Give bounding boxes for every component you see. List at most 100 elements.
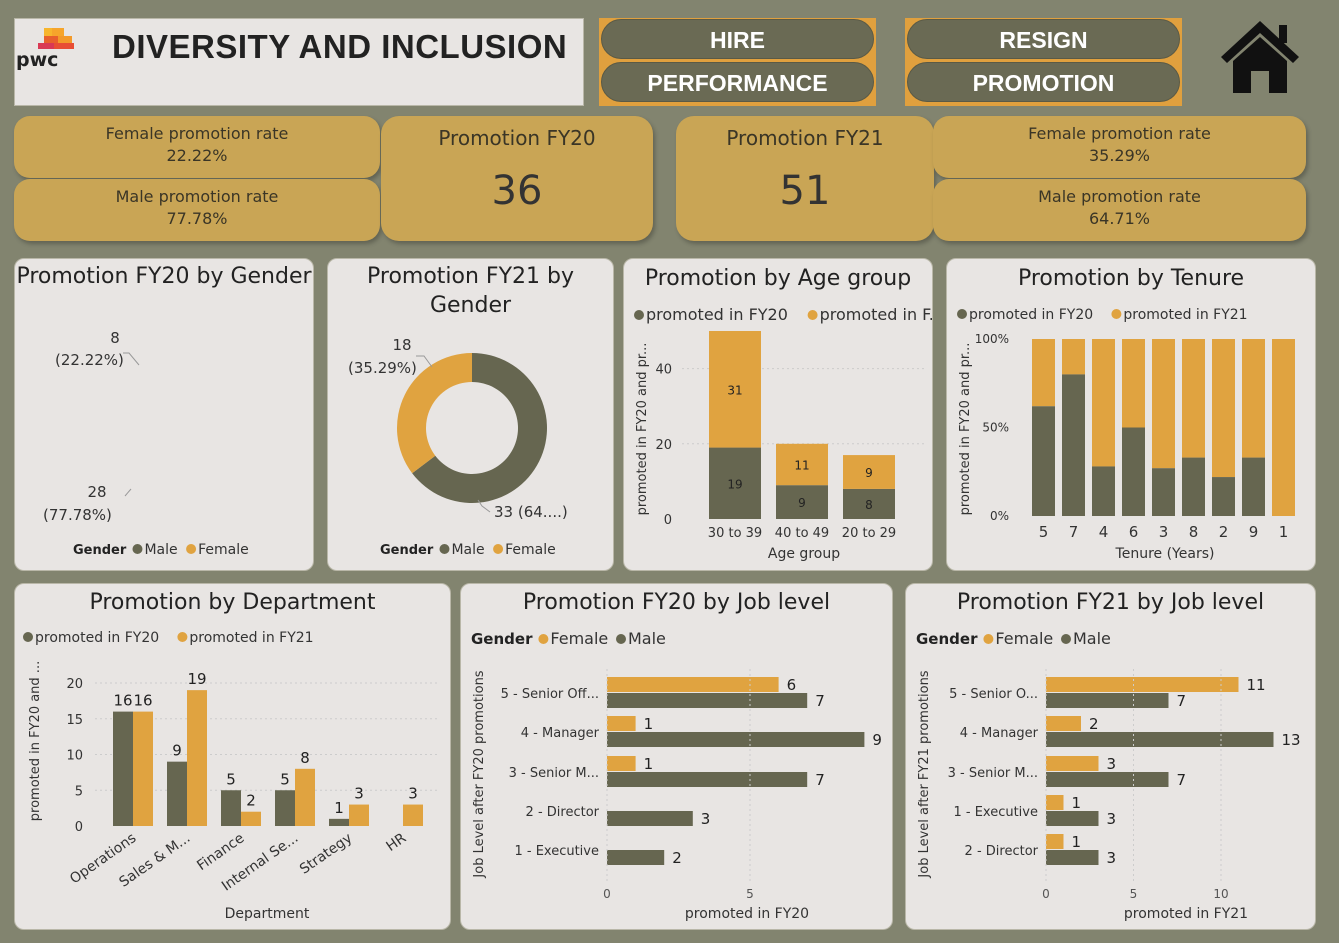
kpi-fy21-total: Promotion FY21 51 xyxy=(676,116,934,241)
bar-segment xyxy=(1242,339,1265,458)
chart-card-tenure: Promotion by Tenure promoted in FY20 prom… xyxy=(946,258,1316,571)
legend-marker xyxy=(807,310,818,320)
performance-button[interactable]: PERFORMANCE xyxy=(601,62,874,102)
x-axis-title: promoted in FY20 xyxy=(685,906,809,922)
bar-male xyxy=(1046,693,1169,708)
y-tick-label: 100% xyxy=(975,332,1009,346)
x-tick-label: 6 xyxy=(1129,523,1139,541)
kpi-value: 36 xyxy=(491,168,543,214)
legend-label: promoted in FY21 xyxy=(1123,307,1247,323)
chart-title: Promotion by Tenure xyxy=(1017,266,1245,291)
bar-segment xyxy=(1092,339,1115,467)
legend-marker xyxy=(538,634,549,644)
legend-label: promoted in FY20 xyxy=(646,305,788,324)
x-tick-label: 2 xyxy=(1219,523,1229,541)
resign-button[interactable]: RESIGN xyxy=(907,19,1180,59)
home-icon[interactable] xyxy=(1219,17,1301,95)
legend-label: promoted in FY20 xyxy=(35,630,159,646)
bar-segment xyxy=(776,443,828,486)
data-label: 9 xyxy=(798,496,806,510)
chart-title: Promotion by Age group xyxy=(644,266,912,291)
chart-card-joblevel-fy21: Promotion FY21 by Job level Gender Female… xyxy=(905,583,1316,930)
bar-male xyxy=(607,693,808,708)
data-label: 8 xyxy=(300,749,310,767)
data-label: 33 (64....) xyxy=(494,503,568,521)
bar-male xyxy=(1046,850,1099,865)
kpi-label: Promotion FY21 xyxy=(726,126,884,150)
chart-title: Promotion by Department xyxy=(89,590,376,615)
legend-marker xyxy=(1061,634,1071,644)
bar-segment xyxy=(776,485,828,519)
legend-title: Gender xyxy=(916,630,978,648)
kpi-fy20-male-rate: Male promotion rate 77.78% xyxy=(14,179,380,241)
legend-marker xyxy=(23,632,33,642)
legend-marker xyxy=(186,544,197,554)
legend-marker xyxy=(439,544,450,554)
chart-card-department: Promotion by Department promoted in FY20… xyxy=(14,583,451,930)
legend-marker xyxy=(616,634,626,644)
y-tick-label: 15 xyxy=(66,713,83,728)
x-tick-label: 5 xyxy=(1039,523,1049,541)
data-label: 2 xyxy=(246,792,256,810)
y-tick-label: 5 - Senior O... xyxy=(949,687,1038,702)
kpi-fy20-total: Promotion FY20 36 xyxy=(381,116,653,241)
kpi-label: Male promotion rate xyxy=(1038,187,1201,206)
y-axis-title: Job Level after FY20 promotions xyxy=(472,670,487,878)
bar-male xyxy=(1046,811,1099,826)
legend-title: Gender xyxy=(471,630,533,648)
bar-segment xyxy=(1092,466,1115,516)
bar-segment xyxy=(1182,457,1205,516)
y-tick-label: 2 - Director xyxy=(965,844,1039,859)
bar-segment xyxy=(1062,374,1085,516)
data-label: (35.29%) xyxy=(348,359,417,377)
data-label: 2 xyxy=(672,849,682,867)
page-title: DIVERSITY AND INCLUSION xyxy=(112,28,568,65)
data-label: 7 xyxy=(1177,771,1187,789)
bar-segment xyxy=(1182,339,1205,458)
data-label: 19 xyxy=(187,670,206,688)
data-label: 16 xyxy=(133,692,152,710)
legend-label: Female xyxy=(505,542,556,558)
kpi-value: 77.78% xyxy=(166,209,228,228)
stacked-bar-chart-age: promoted in FY20 promoted in F... 0 20 40 19 3… xyxy=(634,305,932,562)
x-axis-title: promoted in FY21 xyxy=(1124,906,1248,922)
data-label: 8 xyxy=(110,329,120,347)
legend-marker xyxy=(957,309,967,319)
bar-segment xyxy=(1242,457,1265,516)
y-tick-label: 2 - Director xyxy=(526,805,600,820)
data-label: 9 xyxy=(172,742,182,760)
x-axis-title: Age group xyxy=(768,546,840,562)
legend-label: Male xyxy=(451,542,484,558)
kpi-fy20-female-rate: Female promotion rate 22.22% xyxy=(14,116,380,178)
data-label: 5 xyxy=(226,770,236,788)
leader-line xyxy=(123,352,140,366)
data-label: 16 xyxy=(113,692,132,710)
bar xyxy=(241,811,261,826)
chart-title: Promotion FY20 by Job level xyxy=(522,590,831,615)
data-label: 31 xyxy=(727,383,742,397)
leader-line xyxy=(124,488,132,497)
promotion-button[interactable]: PROMOTION xyxy=(907,62,1180,102)
data-label: 11 xyxy=(1247,676,1266,694)
y-tick-label: 4 - Manager xyxy=(521,726,600,741)
kpi-label: Female promotion rate xyxy=(105,124,289,143)
data-label: 7 xyxy=(815,771,825,789)
bar xyxy=(329,818,349,826)
legend-marker xyxy=(132,544,143,554)
x-tick-label: 40 to 49 xyxy=(775,526,829,541)
data-label: 3 xyxy=(1107,810,1117,828)
hire-button[interactable]: HIRE xyxy=(601,19,874,59)
bar-segment xyxy=(709,447,761,519)
data-label: 9 xyxy=(872,731,882,749)
x-tick-label: 30 to 39 xyxy=(708,526,762,541)
data-label: 1 xyxy=(334,799,344,817)
y-tick-label: 1 - Executive xyxy=(514,844,599,859)
leader-line xyxy=(477,499,491,513)
legend-marker xyxy=(177,632,188,642)
data-label: (22.22%) xyxy=(55,351,124,369)
bar-male xyxy=(607,732,865,747)
kpi-fy21-male-rate: Male promotion rate 64.71% xyxy=(933,179,1306,241)
bar-female xyxy=(607,756,636,771)
bar xyxy=(275,790,295,826)
y-axis-title: promoted in FY20 and pr... xyxy=(635,343,650,516)
